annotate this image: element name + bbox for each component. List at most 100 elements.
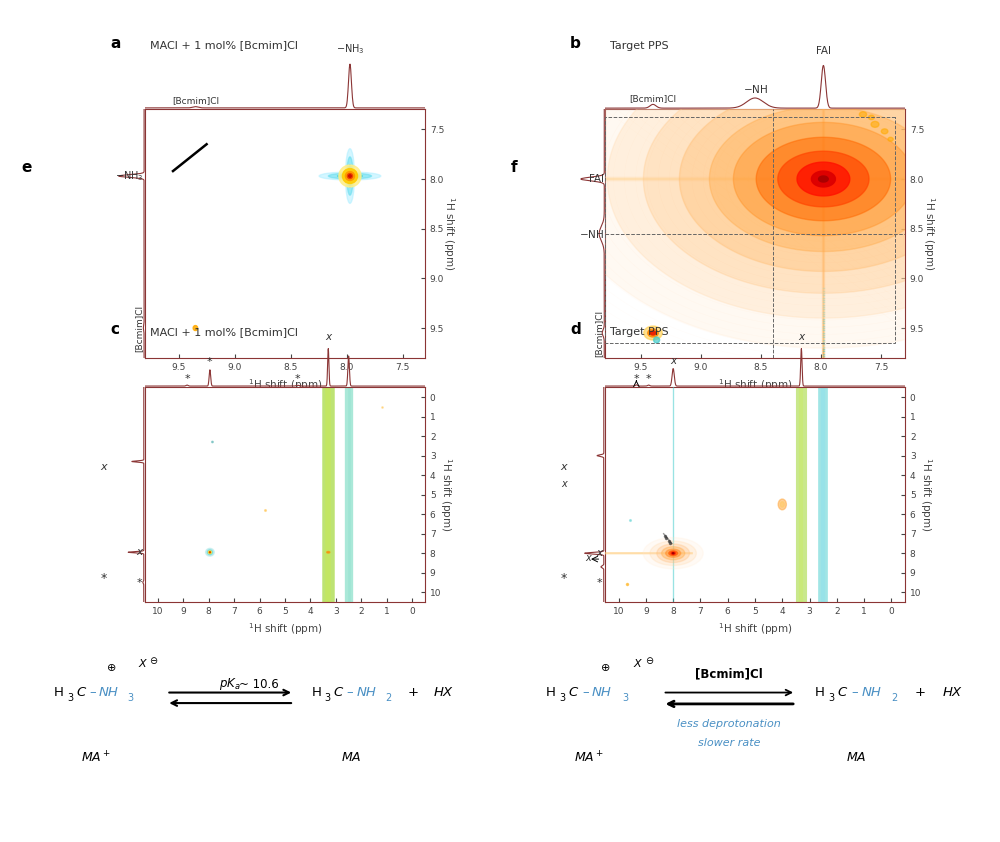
Text: $pK_a$: $pK_a$ <box>219 676 241 692</box>
Ellipse shape <box>207 550 213 555</box>
Text: d: d <box>570 322 581 337</box>
Text: x: x <box>585 553 591 563</box>
Text: $-$NH: $-$NH <box>579 227 604 240</box>
Text: *: * <box>597 578 603 588</box>
Ellipse shape <box>347 173 352 179</box>
Text: ~ 10.6: ~ 10.6 <box>239 678 279 690</box>
Text: f: f <box>511 160 517 175</box>
Text: X: X <box>138 659 146 669</box>
Polygon shape <box>797 163 850 196</box>
Ellipse shape <box>650 541 696 566</box>
Ellipse shape <box>648 329 658 337</box>
Text: +: + <box>407 686 418 699</box>
Polygon shape <box>709 106 937 252</box>
Text: $-$NH$_3$: $-$NH$_3$ <box>336 42 364 56</box>
Text: 3: 3 <box>325 693 331 703</box>
Ellipse shape <box>209 552 211 553</box>
Text: 2: 2 <box>386 693 392 703</box>
Ellipse shape <box>669 551 678 556</box>
Ellipse shape <box>672 552 674 554</box>
Polygon shape <box>778 152 869 207</box>
Polygon shape <box>643 65 1000 293</box>
Ellipse shape <box>328 173 372 179</box>
Text: FAI: FAI <box>589 174 604 184</box>
Text: x: x <box>798 333 804 342</box>
Text: [Bcmim]Cl: [Bcmim]Cl <box>172 96 219 105</box>
X-axis label: $^1$H shift (ppm): $^1$H shift (ppm) <box>718 621 792 637</box>
Text: 3: 3 <box>67 693 74 703</box>
Text: H: H <box>54 686 64 699</box>
Ellipse shape <box>339 165 361 187</box>
Text: b: b <box>570 35 581 51</box>
Ellipse shape <box>345 172 354 180</box>
Y-axis label: $^1$H shift (ppm): $^1$H shift (ppm) <box>438 457 454 532</box>
Y-axis label: $^1$H shift (ppm): $^1$H shift (ppm) <box>441 196 457 271</box>
Text: $\mathregular{\oplus}$: $\mathregular{\oplus}$ <box>106 663 117 674</box>
Text: a: a <box>110 35 120 51</box>
Text: –: – <box>851 686 858 699</box>
Ellipse shape <box>193 326 198 331</box>
Text: –: – <box>347 686 353 699</box>
Text: $\mathit{MA}$: $\mathit{MA}$ <box>341 751 361 765</box>
Text: NH: NH <box>356 686 376 699</box>
Text: 3: 3 <box>128 693 134 703</box>
Ellipse shape <box>650 331 656 335</box>
Text: [Bcmim]Cl: [Bcmim]Cl <box>695 667 763 680</box>
Ellipse shape <box>657 544 690 562</box>
Text: 3: 3 <box>559 693 565 703</box>
Ellipse shape <box>778 499 786 509</box>
Ellipse shape <box>643 538 703 569</box>
Ellipse shape <box>319 172 381 180</box>
Text: x: x <box>325 333 331 342</box>
Ellipse shape <box>342 168 358 184</box>
Text: –: – <box>89 686 96 699</box>
X-axis label: $^1$H shift (ppm): $^1$H shift (ppm) <box>248 621 322 637</box>
Text: [Bcmim]Cl: [Bcmim]Cl <box>134 305 143 352</box>
Ellipse shape <box>868 115 874 120</box>
Text: $-$NH$_3$: $-$NH$_3$ <box>115 169 143 183</box>
Text: C: C <box>334 686 343 699</box>
Text: x: x <box>670 355 676 365</box>
Text: *: * <box>561 572 567 585</box>
Text: NH: NH <box>98 686 118 699</box>
Text: HX: HX <box>434 686 453 699</box>
Y-axis label: $^1$H shift (ppm): $^1$H shift (ppm) <box>921 196 937 271</box>
Ellipse shape <box>347 157 353 195</box>
Text: NH: NH <box>591 686 611 699</box>
Text: X: X <box>633 659 641 669</box>
Polygon shape <box>679 87 967 271</box>
Ellipse shape <box>644 326 662 340</box>
Text: 3: 3 <box>622 693 628 703</box>
Text: $\mathit{MA}^+$: $\mathit{MA}^+$ <box>81 750 111 765</box>
Ellipse shape <box>345 149 354 204</box>
Text: x: x <box>560 461 567 472</box>
X-axis label: $^1$H shift (ppm): $^1$H shift (ppm) <box>718 377 792 393</box>
Polygon shape <box>733 122 913 236</box>
Ellipse shape <box>881 129 888 134</box>
Text: $\mathit{MA}^+$: $\mathit{MA}^+$ <box>574 750 604 765</box>
Text: *: * <box>634 374 639 384</box>
Text: HX: HX <box>943 686 962 699</box>
Text: MACl + 1 mol% [Bcmim]Cl: MACl + 1 mol% [Bcmim]Cl <box>150 40 298 51</box>
Text: [Bcmim]Cl: [Bcmim]Cl <box>595 310 604 356</box>
X-axis label: $^1$H shift (ppm): $^1$H shift (ppm) <box>248 377 322 393</box>
Ellipse shape <box>348 165 352 187</box>
Ellipse shape <box>871 121 879 127</box>
Text: *: * <box>101 572 107 585</box>
Text: *: * <box>646 374 651 384</box>
Text: FAI: FAI <box>816 46 831 56</box>
Text: x: x <box>100 461 107 472</box>
Ellipse shape <box>780 502 784 507</box>
Text: *: * <box>137 578 143 588</box>
Text: H: H <box>814 686 824 699</box>
Y-axis label: $^1$H shift (ppm): $^1$H shift (ppm) <box>918 457 934 532</box>
Ellipse shape <box>859 112 867 117</box>
Text: MACl + 1 mol% [Bcmim]Cl: MACl + 1 mol% [Bcmim]Cl <box>150 327 298 337</box>
Text: NH: NH <box>861 686 881 699</box>
Text: *: * <box>295 375 301 384</box>
Text: C: C <box>76 686 85 699</box>
Text: 2: 2 <box>892 693 898 703</box>
Text: $-$NH: $-$NH <box>743 83 767 95</box>
Text: $\mathregular{\oplus}$: $\mathregular{\oplus}$ <box>600 663 610 674</box>
Text: c: c <box>110 322 119 337</box>
